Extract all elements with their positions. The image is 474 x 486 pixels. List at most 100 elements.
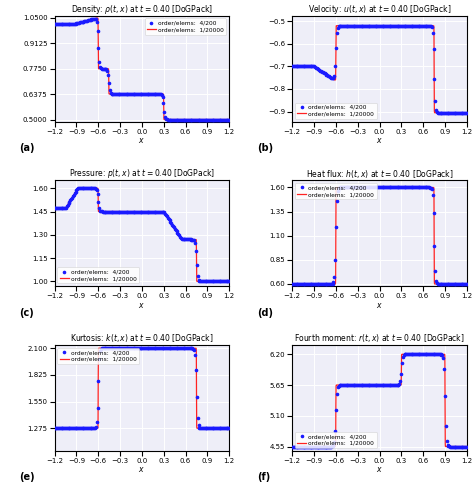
order/elems:  4/200: (-1.2, 1.01): 4/200: (-1.2, 1.01) (52, 21, 57, 27)
order/elems:  4/200: (-1.2, 1.27): 4/200: (-1.2, 1.27) (52, 425, 57, 431)
order/elems:  4/200: (1.2, 1.27): 4/200: (1.2, 1.27) (227, 425, 232, 431)
order/elems:  1/20000: (0.252, 0.638): 1/20000: (0.252, 0.638) (157, 91, 163, 97)
order/elems:  4/200: (-0.754, 1.28): 4/200: (-0.754, 1.28) (84, 425, 90, 431)
order/elems:  1/20000: (0.519, 1.6): 1/20000: (0.519, 1.6) (414, 185, 420, 191)
Title: Pressure: $p(t,x)$ at $t=0.40$ [DoGPack]: Pressure: $p(t,x)$ at $t=0.40$ [DoGPack] (69, 167, 215, 180)
Title: Velocity: $u(t,x)$ at $t=0.40$ [DoGPack]: Velocity: $u(t,x)$ at $t=0.40$ [DoGPack] (308, 2, 451, 16)
X-axis label: $x$: $x$ (138, 465, 145, 474)
order/elems:  4/200: (-0.561, 1.59): 4/200: (-0.561, 1.59) (336, 185, 342, 191)
order/elems:  4/200: (1.01, 1): 4/200: (1.01, 1) (212, 278, 218, 284)
order/elems:  1/20000: (0.252, 1.6): 1/20000: (0.252, 1.6) (395, 185, 401, 191)
order/elems:  1/20000: (0.341, 1.6): 1/20000: (0.341, 1.6) (401, 185, 407, 191)
order/elems:  1/20000: (0.251, 5.65): 1/20000: (0.251, 5.65) (395, 382, 401, 388)
order/elems:  1/20000: (0.78, -0.905): 1/20000: (0.78, -0.905) (434, 110, 439, 116)
order/elems:  1/20000: (-0.62, 1.05): 1/20000: (-0.62, 1.05) (94, 15, 100, 21)
order/elems:  4/200: (1.1, 0.5): 4/200: (1.1, 0.5) (219, 117, 225, 122)
order/elems:  1/20000: (-1.2, 1.01): 1/20000: (-1.2, 1.01) (52, 21, 57, 27)
Legend: order/elems:  4/200, order/elems:  1/20000: order/elems: 4/200, order/elems: 1/20000 (57, 267, 139, 283)
order/elems:  4/200: (1.01, 1.28): 4/200: (1.01, 1.28) (212, 425, 218, 431)
order/elems:  4/200: (-1.1, -0.7): 4/200: (-1.1, -0.7) (296, 64, 302, 69)
order/elems:  4/200: (1.1, 1): 4/200: (1.1, 1) (219, 278, 225, 284)
order/elems:  4/200: (-1.06, 4.55): 4/200: (-1.06, 4.55) (300, 444, 306, 450)
order/elems:  1/20000: (0.341, 2.1): 1/20000: (0.341, 2.1) (164, 345, 170, 351)
order/elems:  4/200: (-0.549, 1.45): 4/200: (-0.549, 1.45) (99, 208, 105, 214)
Line: order/elems:  4/200: order/elems: 4/200 (291, 353, 468, 448)
order/elems:  4/200: (1.09, 0.6): 4/200: (1.09, 0.6) (456, 281, 462, 287)
order/elems:  1/20000: (0.519, 1.29): 1/20000: (0.519, 1.29) (177, 233, 182, 239)
order/elems:  1/20000: (0.519, 0.5): 1/20000: (0.519, 0.5) (177, 117, 182, 122)
order/elems:  4/200: (-0.295, 2.1): 4/200: (-0.295, 2.1) (118, 345, 123, 351)
order/elems:  4/200: (-0.742, 1.6): 4/200: (-0.742, 1.6) (85, 185, 91, 191)
order/elems:  1/20000: (-1.2, 0.6): 1/20000: (-1.2, 0.6) (289, 281, 295, 287)
order/elems:  4/200: (1.2, -0.905): 4/200: (1.2, -0.905) (464, 110, 470, 116)
order/elems:  4/200: (1.2, 4.55): 4/200: (1.2, 4.55) (464, 444, 470, 450)
order/elems:  1/20000: (1.2, 0.5): 1/20000: (1.2, 0.5) (227, 117, 232, 122)
order/elems:  1/20000: (-1.2, 1.47): 1/20000: (-1.2, 1.47) (52, 206, 57, 211)
Line: order/elems:  1/20000: order/elems: 1/20000 (55, 188, 229, 281)
Text: (c): (c) (19, 308, 34, 318)
order/elems:  4/200: (-1.1, 4.55): 4/200: (-1.1, 4.55) (296, 444, 302, 450)
order/elems:  4/200: (-1.06, 1.01): 4/200: (-1.06, 1.01) (62, 21, 68, 27)
order/elems:  4/200: (-1.1, 1.01): 4/200: (-1.1, 1.01) (59, 21, 64, 27)
order/elems:  4/200: (-1.06, -0.7): 4/200: (-1.06, -0.7) (300, 64, 306, 69)
order/elems:  4/200: (-0.561, -0.522): 4/200: (-0.561, -0.522) (336, 23, 342, 29)
order/elems:  1/20000: (0.341, -0.52): 1/20000: (0.341, -0.52) (401, 23, 407, 29)
order/elems:  4/200: (-1.06, 1.47): 4/200: (-1.06, 1.47) (62, 206, 68, 211)
order/elems:  4/200: (-0.754, 4.55): 4/200: (-0.754, 4.55) (322, 444, 328, 450)
order/elems:  4/200: (-1.06, 1.27): 4/200: (-1.06, 1.27) (62, 425, 68, 431)
order/elems:  4/200: (1.1, -0.905): 4/200: (1.1, -0.905) (457, 110, 463, 116)
order/elems:  1/20000: (0.341, 1.42): 1/20000: (0.341, 1.42) (164, 213, 170, 219)
order/elems:  1/20000: (-0.0647, 2.1): 1/20000: (-0.0647, 2.1) (134, 345, 140, 351)
Line: order/elems:  4/200: order/elems: 4/200 (54, 187, 230, 282)
X-axis label: $x$: $x$ (138, 136, 145, 145)
Title: Heat flux: $h(t,x)$ at $t=0.40$ [DoGPack]: Heat flux: $h(t,x)$ at $t=0.40$ [DoGPack… (306, 168, 454, 180)
order/elems:  1/20000: (-0.602, 1.35): 1/20000: (-0.602, 1.35) (95, 418, 101, 424)
order/elems:  1/20000: (-0.57, -0.52): 1/20000: (-0.57, -0.52) (335, 23, 341, 29)
order/elems:  4/200: (-1.2, 1.47): 4/200: (-1.2, 1.47) (52, 206, 57, 211)
order/elems:  1/20000: (1.2, 0.6): 1/20000: (1.2, 0.6) (464, 281, 470, 287)
order/elems:  4/200: (-0.561, 2.09): 4/200: (-0.561, 2.09) (98, 346, 104, 352)
order/elems:  1/20000: (-0.602, 4.65): 1/20000: (-0.602, 4.65) (333, 438, 338, 444)
order/elems:  1/20000: (1.04, 1): 1/20000: (1.04, 1) (215, 278, 221, 284)
order/elems:  1/20000: (0.341, 0.5): 1/20000: (0.341, 0.5) (164, 117, 170, 122)
order/elems:  4/200: (-1.1, 1.27): 4/200: (-1.1, 1.27) (59, 425, 64, 431)
order/elems:  4/200: (1.2, 0.5): 4/200: (1.2, 0.5) (227, 117, 232, 122)
order/elems:  1/20000: (1.04, -0.905): 1/20000: (1.04, -0.905) (453, 110, 458, 116)
order/elems:  4/200: (-1.1, 1.47): 4/200: (-1.1, 1.47) (59, 206, 64, 211)
order/elems:  4/200: (1.06, -0.905): 4/200: (1.06, -0.905) (454, 110, 459, 116)
Line: order/elems:  4/200: order/elems: 4/200 (54, 17, 230, 121)
order/elems:  4/200: (1.09, 1.27): 4/200: (1.09, 1.27) (219, 425, 224, 431)
Line: order/elems:  4/200: order/elems: 4/200 (291, 186, 468, 285)
order/elems:  4/200: (-0.754, -0.731): 4/200: (-0.754, -0.731) (322, 70, 328, 76)
order/elems:  1/20000: (1.2, 1): 1/20000: (1.2, 1) (227, 278, 232, 284)
order/elems:  4/200: (0.597, 6.2): 4/200: (0.597, 6.2) (420, 351, 426, 357)
Line: order/elems:  4/200: order/elems: 4/200 (54, 347, 230, 429)
order/elems:  1/20000: (-0.602, 1.02): 1/20000: (-0.602, 1.02) (95, 20, 101, 26)
Title: Density: $\rho(t,x)$ at $t=0.40$ [DoGPack]: Density: $\rho(t,x)$ at $t=0.40$ [DoGPac… (71, 2, 213, 16)
order/elems:  1/20000: (-1.2, 1.27): 1/20000: (-1.2, 1.27) (52, 425, 57, 431)
X-axis label: $x$: $x$ (376, 465, 383, 474)
Legend: order/elems:  4/200, order/elems:  1/20000: order/elems: 4/200, order/elems: 1/20000 (295, 183, 377, 199)
order/elems:  4/200: (1.01, 0.6): 4/200: (1.01, 0.6) (450, 281, 456, 287)
Text: (e): (e) (19, 472, 35, 482)
order/elems:  4/200: (1.01, -0.905): 4/200: (1.01, -0.905) (450, 110, 456, 116)
order/elems:  4/200: (0.597, 0.5): 4/200: (0.597, 0.5) (182, 117, 188, 122)
order/elems:  4/200: (1.2, 0.6): 4/200: (1.2, 0.6) (464, 281, 470, 287)
order/elems:  4/200: (1.02, 0.5): 4/200: (1.02, 0.5) (213, 117, 219, 122)
Line: order/elems:  1/20000: order/elems: 1/20000 (55, 18, 229, 120)
Line: order/elems:  1/20000: order/elems: 1/20000 (292, 26, 467, 113)
order/elems:  4/200: (-0.561, 5.64): 4/200: (-0.561, 5.64) (336, 382, 342, 388)
order/elems:  1/20000: (0.519, -0.52): 1/20000: (0.519, -0.52) (414, 23, 420, 29)
order/elems:  4/200: (-0.645, 1.05): 4/200: (-0.645, 1.05) (92, 16, 98, 21)
order/elems:  1/20000: (0.519, 2.1): 1/20000: (0.519, 2.1) (177, 345, 182, 351)
order/elems:  1/20000: (-0.0647, 1.6): 1/20000: (-0.0647, 1.6) (372, 185, 378, 191)
Legend: order/elems:  4/200, order/elems:  1/20000: order/elems: 4/200, order/elems: 1/20000 (295, 432, 377, 448)
order/elems:  4/200: (1.01, 4.55): 4/200: (1.01, 4.55) (450, 444, 456, 450)
order/elems:  4/200: (1.2, 1): 4/200: (1.2, 1) (227, 278, 232, 284)
order/elems:  1/20000: (1.2, 4.55): 1/20000: (1.2, 4.55) (464, 444, 470, 450)
order/elems:  1/20000: (1.2, -0.905): 1/20000: (1.2, -0.905) (464, 110, 470, 116)
order/elems:  1/20000: (1.2, 1.27): 1/20000: (1.2, 1.27) (227, 425, 232, 431)
Line: order/elems:  1/20000: order/elems: 1/20000 (55, 348, 229, 428)
order/elems:  1/20000: (-0.569, 1.6): 1/20000: (-0.569, 1.6) (335, 185, 341, 191)
order/elems:  1/20000: (-0.569, 2.1): 1/20000: (-0.569, 2.1) (98, 345, 103, 351)
